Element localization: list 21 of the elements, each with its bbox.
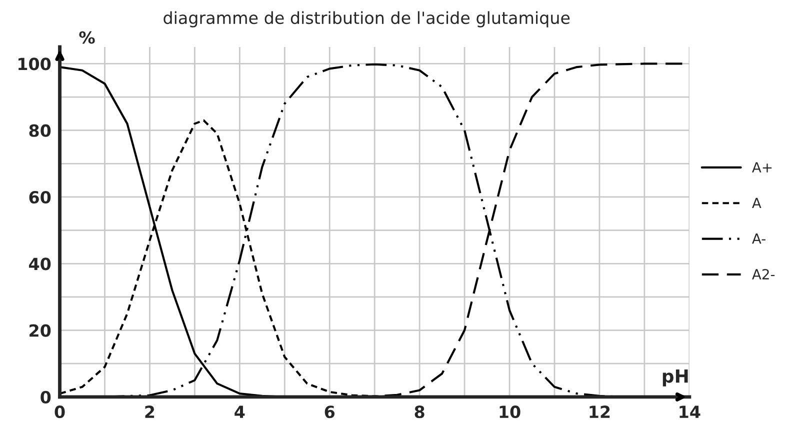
legend-label: A- (752, 234, 766, 244)
x-tick-label: 2 (145, 406, 154, 418)
x-tick-label: 0 (54, 406, 65, 418)
y-tick-label: 20 (30, 324, 51, 337)
x-tick-label: 8 (414, 406, 424, 418)
y-tick-label: 60 (29, 190, 51, 204)
legend-label: A (752, 198, 762, 208)
x-tick-label: 4 (234, 406, 245, 418)
chart-title: diagramme de distribution de l'acide glutamique (164, 11, 570, 28)
y-axis-title: % (79, 31, 95, 44)
y-tick-label: 0 (40, 390, 51, 404)
x-tick-label: 10 (500, 406, 520, 418)
x-tick-label: 6 (324, 406, 335, 418)
y-tick-label: 80 (29, 124, 51, 137)
y-tick-label: 40 (29, 258, 51, 270)
y-tick-label: 100 (18, 58, 51, 70)
legend-label: A2- (752, 269, 775, 280)
legend-label: A+ (752, 162, 772, 172)
x-tick-label: 12 (590, 406, 610, 418)
x-tick-label: 14 (680, 406, 700, 418)
x-axis-title: pH (662, 370, 688, 386)
